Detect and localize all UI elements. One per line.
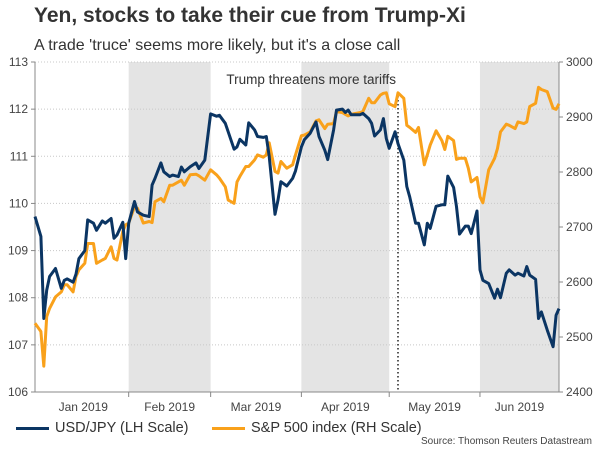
shaded-period xyxy=(301,62,390,392)
usdjpy-line xyxy=(33,107,561,349)
legend-swatch-usdjpy xyxy=(16,426,49,430)
legend-usdjpy: USD/JPY (LH Scale) xyxy=(16,420,189,436)
y-right-tick-label: 2700 xyxy=(566,220,593,234)
x-tick-label: Apr 2019 xyxy=(321,400,370,414)
y-right-tick-label: 2500 xyxy=(566,330,593,344)
y-right-tick-label: 2800 xyxy=(566,165,593,179)
y-right-tick-label: 2600 xyxy=(566,275,593,289)
x-tick-label: Jan 2019 xyxy=(59,400,109,414)
annotation-label: Trump threatens more tariffs xyxy=(226,72,396,87)
legend-label-spx: S&P 500 index (RH Scale) xyxy=(251,420,422,436)
legend-swatch-spx xyxy=(212,426,245,430)
chart-subtitle: A trade 'truce' seems more likely, but i… xyxy=(34,37,401,54)
y-right-tick-label: 3000 xyxy=(566,55,593,69)
shaded-period xyxy=(479,62,559,392)
x-tick-label: May 2019 xyxy=(408,400,461,414)
legend-label-usdjpy: USD/JPY (LH Scale) xyxy=(55,420,189,436)
y-left-tick-label: 107 xyxy=(8,338,28,352)
y-left-tick-label: 108 xyxy=(8,291,28,305)
y-left-tick-label: 106 xyxy=(8,385,28,399)
x-tick-label: Jun 2019 xyxy=(495,400,545,414)
y-left-tick-label: 110 xyxy=(9,196,28,210)
y-left-tick-label: 109 xyxy=(8,244,28,258)
y-right-tick-label: 2400 xyxy=(566,385,593,399)
x-tick-label: Feb 2019 xyxy=(144,400,195,414)
y-right-tick-label: 2900 xyxy=(566,110,593,124)
y-left-tick-label: 113 xyxy=(9,55,28,69)
y-left-tick-label: 112 xyxy=(9,102,28,116)
shaded-period xyxy=(128,62,211,392)
x-tick-label: Mar 2019 xyxy=(231,400,282,414)
source-note: Source: Thomson Reuters Datastream xyxy=(420,436,592,447)
chart-title: Yen, stocks to take their cue from Trump… xyxy=(34,4,466,27)
y-left-tick-label: 111 xyxy=(10,149,29,163)
legend-spx: S&P 500 index (RH Scale) xyxy=(212,420,422,436)
spx-line xyxy=(33,85,561,368)
